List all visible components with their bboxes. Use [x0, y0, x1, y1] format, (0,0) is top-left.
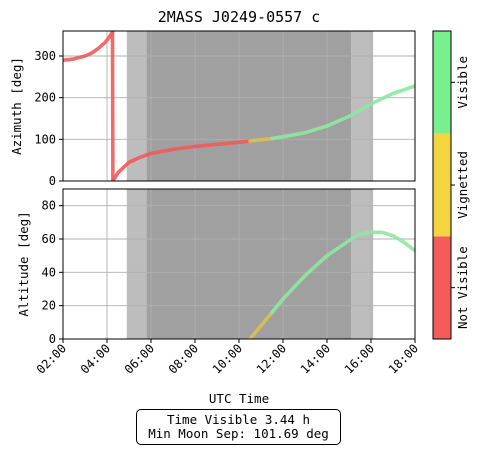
x-tick-label: 02:00: [34, 341, 69, 376]
y-tick-label: 20: [42, 299, 56, 313]
night-band: [147, 31, 352, 181]
time-visible-text: Time Visible 3.44 h: [137, 413, 340, 427]
twilight-band: [127, 189, 147, 339]
azimuth-panel: 0 100 200 300 Azimuth [deg]: [9, 31, 415, 188]
colorbar-label: Not Visible: [455, 246, 470, 329]
y-tick-label: 0: [49, 174, 56, 188]
colorbar-label: Visible: [455, 56, 470, 109]
y-tick-label: 100: [34, 132, 56, 146]
x-tick-label: 06:00: [122, 341, 157, 376]
colorbar-segment-vignetted: [433, 134, 451, 237]
altitude-y-axis-label: Altitude [deg]: [16, 211, 31, 316]
status-colorbar: Not Visible Vignetted Visible: [433, 31, 470, 339]
x-axis-label: UTC Time: [209, 391, 269, 406]
azimuth-twilight-bands: [127, 31, 373, 181]
colorbar-label: Vignetted: [455, 151, 470, 219]
min-moon-sep-text: Min Moon Sep: 101.69 deg: [137, 427, 340, 441]
y-tick-label: 40: [42, 265, 56, 279]
x-tick-label: 12:00: [254, 341, 289, 376]
altitude-y-ticks: 0 20 40 60 80: [42, 199, 63, 346]
x-tick-label: 18:00: [386, 341, 421, 376]
x-tick-label: 16:00: [342, 341, 377, 376]
twilight-band: [351, 189, 373, 339]
azimuth-y-ticks: 0 100 200 300: [34, 49, 63, 188]
x-tick-label: 10:00: [210, 341, 245, 376]
x-tick-label: 04:00: [78, 341, 113, 376]
visibility-info-box: Time Visible 3.44 h Min Moon Sep: 101.69…: [136, 409, 341, 445]
chart-title: 2MASS J0249-0557 c: [158, 8, 321, 26]
series-line-vignetted: [250, 139, 272, 142]
altitude-panel: 0 20 40 60 80 Altitude [deg]: [16, 189, 415, 346]
y-tick-label: 80: [42, 199, 56, 213]
y-tick-label: 0: [49, 332, 56, 346]
colorbar-segment-visible: [433, 31, 451, 134]
azimuth-y-axis-label: Azimuth [deg]: [9, 57, 24, 155]
y-tick-label: 300: [34, 49, 56, 63]
y-tick-label: 200: [34, 91, 56, 105]
y-tick-label: 60: [42, 232, 56, 246]
colorbar-segment-not-visible: [433, 236, 451, 339]
x-tick-label: 14:00: [298, 341, 333, 376]
x-axis-ticks: 02:00 04:00 06:00 08:00 10:00 12:00 14:00 16:00…: [34, 339, 421, 377]
altitude-twilight-bands: [127, 189, 373, 339]
x-tick-label: 08:00: [166, 341, 201, 376]
